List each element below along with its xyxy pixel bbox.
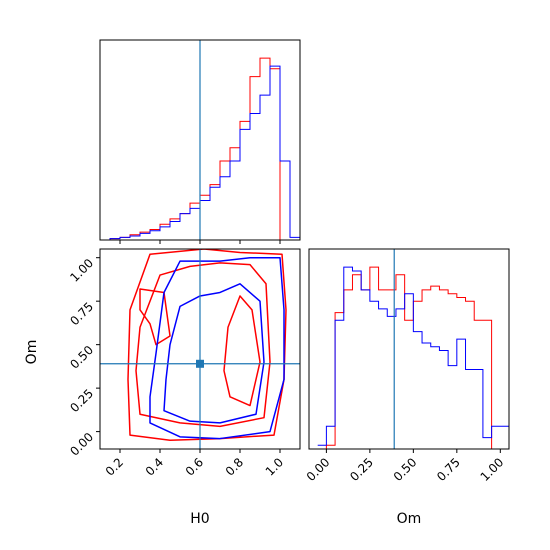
om-y-tick-label-0: 0.00	[67, 430, 96, 459]
contour-blue-outer	[149, 256, 285, 440]
y-axis-label-om: Om	[24, 340, 40, 365]
contour-series-group	[127, 249, 287, 442]
om-x-tick-label-0: 0.00	[304, 455, 333, 484]
om-x-tick-label-4: 1.00	[478, 455, 507, 484]
om-histogram-panel: 0.00 0.25 0.50 0.75 1.00	[304, 248, 510, 484]
h0-tick-label-1: 0.4	[143, 455, 166, 478]
om-y-tick-label-1: 0.25	[67, 386, 96, 415]
om-x-tick-label-2: 0.50	[391, 455, 420, 484]
x-axis-label-om: Om	[397, 511, 422, 527]
contour-blue-inner	[163, 283, 265, 424]
x-axis-label-h0: H0	[190, 511, 209, 527]
truth-marker	[196, 359, 204, 368]
h0-om-contour-panel: 0.2 0.4 0.6 0.8 1.0 0.00 0.25 0.50 0.75 1.00	[67, 248, 301, 479]
om-x-tick-label-1: 0.25	[347, 455, 376, 484]
h0-histogram-panel	[99, 39, 301, 244]
om-x-tick-label-3: 0.75	[434, 455, 463, 484]
h0-tick-label-4: 1.0	[263, 455, 286, 478]
om-hist-frame	[308, 248, 510, 450]
om-y-tick-label-4: 1.00	[67, 256, 96, 285]
h0-tick-label-2: 0.6	[183, 455, 206, 478]
om-hist-series-group	[317, 266, 509, 449]
om-y-tick-label-3: 0.75	[67, 299, 96, 328]
contour-red-core-left	[139, 288, 171, 346]
h0-tick-label-3: 0.8	[223, 455, 246, 478]
om-hist-blue-series	[317, 266, 509, 446]
om-y-tick-label-2: 0.50	[67, 343, 96, 372]
h0-tick-label-0: 0.2	[103, 455, 126, 478]
contour-red-inner	[135, 262, 271, 428]
contour-red-core-right	[223, 295, 261, 407]
